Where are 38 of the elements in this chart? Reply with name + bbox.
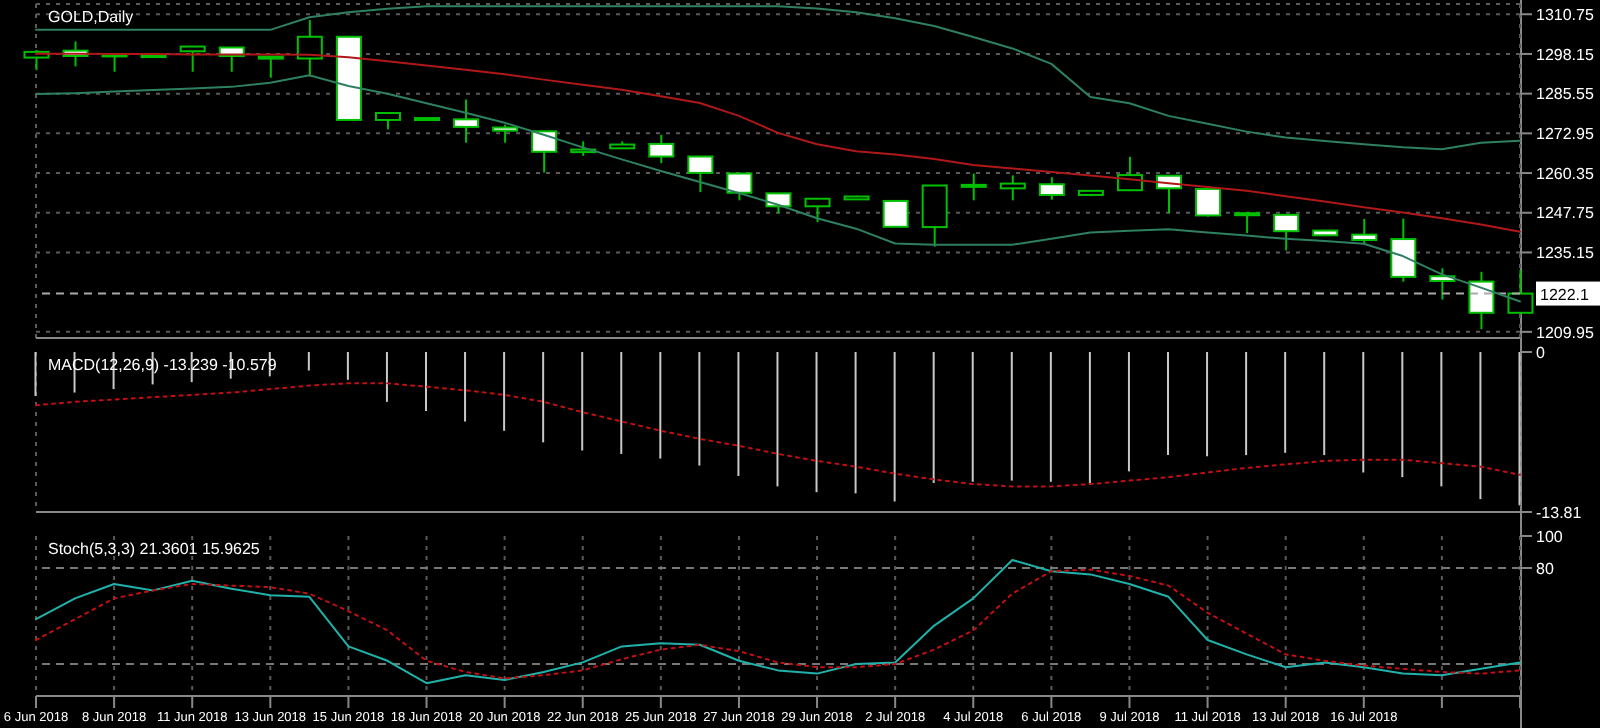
candlestick: [1429, 267, 1456, 301]
candlestick: [179, 45, 206, 73]
candlestick: [1038, 176, 1065, 201]
candlestick: [687, 155, 714, 194]
y-tick-label: -13.81: [1536, 503, 1583, 522]
y-tick-label: 1209.95: [1536, 323, 1595, 342]
candlestick: [1507, 268, 1534, 314]
y-tick-label: 1310.75: [1536, 5, 1595, 24]
candlestick: [1468, 270, 1495, 331]
y-tick-label: 1285.55: [1536, 85, 1595, 104]
candlestick: [960, 172, 987, 202]
candlestick: [921, 184, 948, 248]
candlestick: [1390, 217, 1417, 283]
candlestick: [726, 172, 753, 202]
candlestick: [296, 19, 323, 78]
chart-title: Stoch(5,3,3) 21.3601 15.9625: [46, 540, 262, 558]
chart-title: GOLD,Daily: [46, 8, 136, 26]
candlestick: [531, 130, 558, 174]
candlestick: [1195, 185, 1222, 218]
line-series: [35, 382, 1521, 488]
candlestick: [804, 197, 831, 224]
y-tick-label: 1247.75: [1536, 204, 1595, 223]
candlestick: [882, 199, 909, 228]
y-tick-label: 1272.95: [1536, 125, 1595, 144]
candlestick: [257, 55, 284, 79]
y-tick-label: 80: [1536, 559, 1555, 578]
y-tick-label: 100: [1536, 527, 1564, 546]
candlestick: [453, 98, 480, 144]
y-tick-label: 1260.35: [1536, 164, 1595, 183]
candlestick: [648, 133, 675, 165]
candlestick: [765, 192, 792, 215]
candlestick: [1273, 213, 1300, 252]
candlestick: [1351, 217, 1378, 246]
y-tick-label: 1298.15: [1536, 45, 1595, 64]
y-tick-label: 1235.15: [1536, 244, 1595, 263]
candlestick: [999, 174, 1026, 202]
ref-line-label: 1222.1: [1540, 285, 1591, 304]
y-tick-label: 0: [1536, 343, 1546, 362]
